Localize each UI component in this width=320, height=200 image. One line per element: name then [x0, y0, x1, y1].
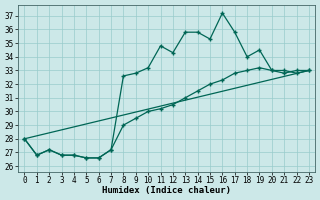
- X-axis label: Humidex (Indice chaleur): Humidex (Indice chaleur): [102, 186, 231, 195]
